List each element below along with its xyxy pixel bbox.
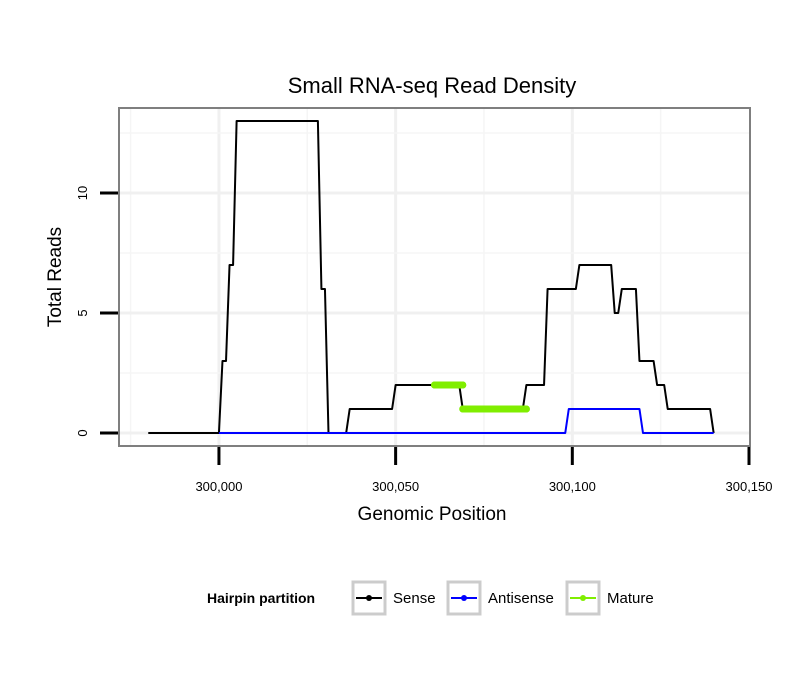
- legend-dot-sense: [366, 595, 372, 601]
- x-tick-label: 300,000: [195, 479, 242, 494]
- legend-label-antisense: Antisense: [488, 590, 554, 607]
- x-axis-title: Genomic Position: [358, 504, 507, 525]
- series-layer: [148, 120, 715, 434]
- y-axis-title: Total Reads: [45, 227, 66, 327]
- series-line-sense: [148, 120, 715, 434]
- x-tick-label: 300,050: [372, 479, 419, 494]
- series-point-mature: [459, 381, 467, 389]
- legend-label-mature: Mature: [607, 590, 654, 607]
- grid: [120, 109, 749, 445]
- series-point-mature: [522, 405, 530, 413]
- legend: Hairpin partition Sense Antisense Mature: [207, 580, 654, 616]
- x-tick-label: 300,150: [726, 479, 773, 494]
- legend-dot-mature: [580, 595, 586, 601]
- x-tick-label: 300,100: [549, 479, 596, 494]
- legend-dot-antisense: [461, 595, 467, 601]
- y-tick-label: 0: [75, 429, 90, 436]
- y-tick-label: 10: [75, 186, 90, 200]
- y-tick-label: 5: [75, 309, 90, 316]
- series-line-antisense: [218, 408, 714, 434]
- axis-ticks: 300,000 300,050 300,100 300,150 0 5 10: [75, 186, 773, 494]
- chart-title: Small RNA-seq Read Density: [288, 73, 577, 98]
- legend-item-mature: Mature: [565, 580, 654, 616]
- plot-panel-border: [118, 107, 751, 447]
- legend-item-sense: Sense: [351, 580, 436, 616]
- legend-label-sense: Sense: [393, 590, 436, 607]
- legend-title: Hairpin partition: [207, 590, 315, 606]
- legend-item-antisense: Antisense: [446, 580, 554, 616]
